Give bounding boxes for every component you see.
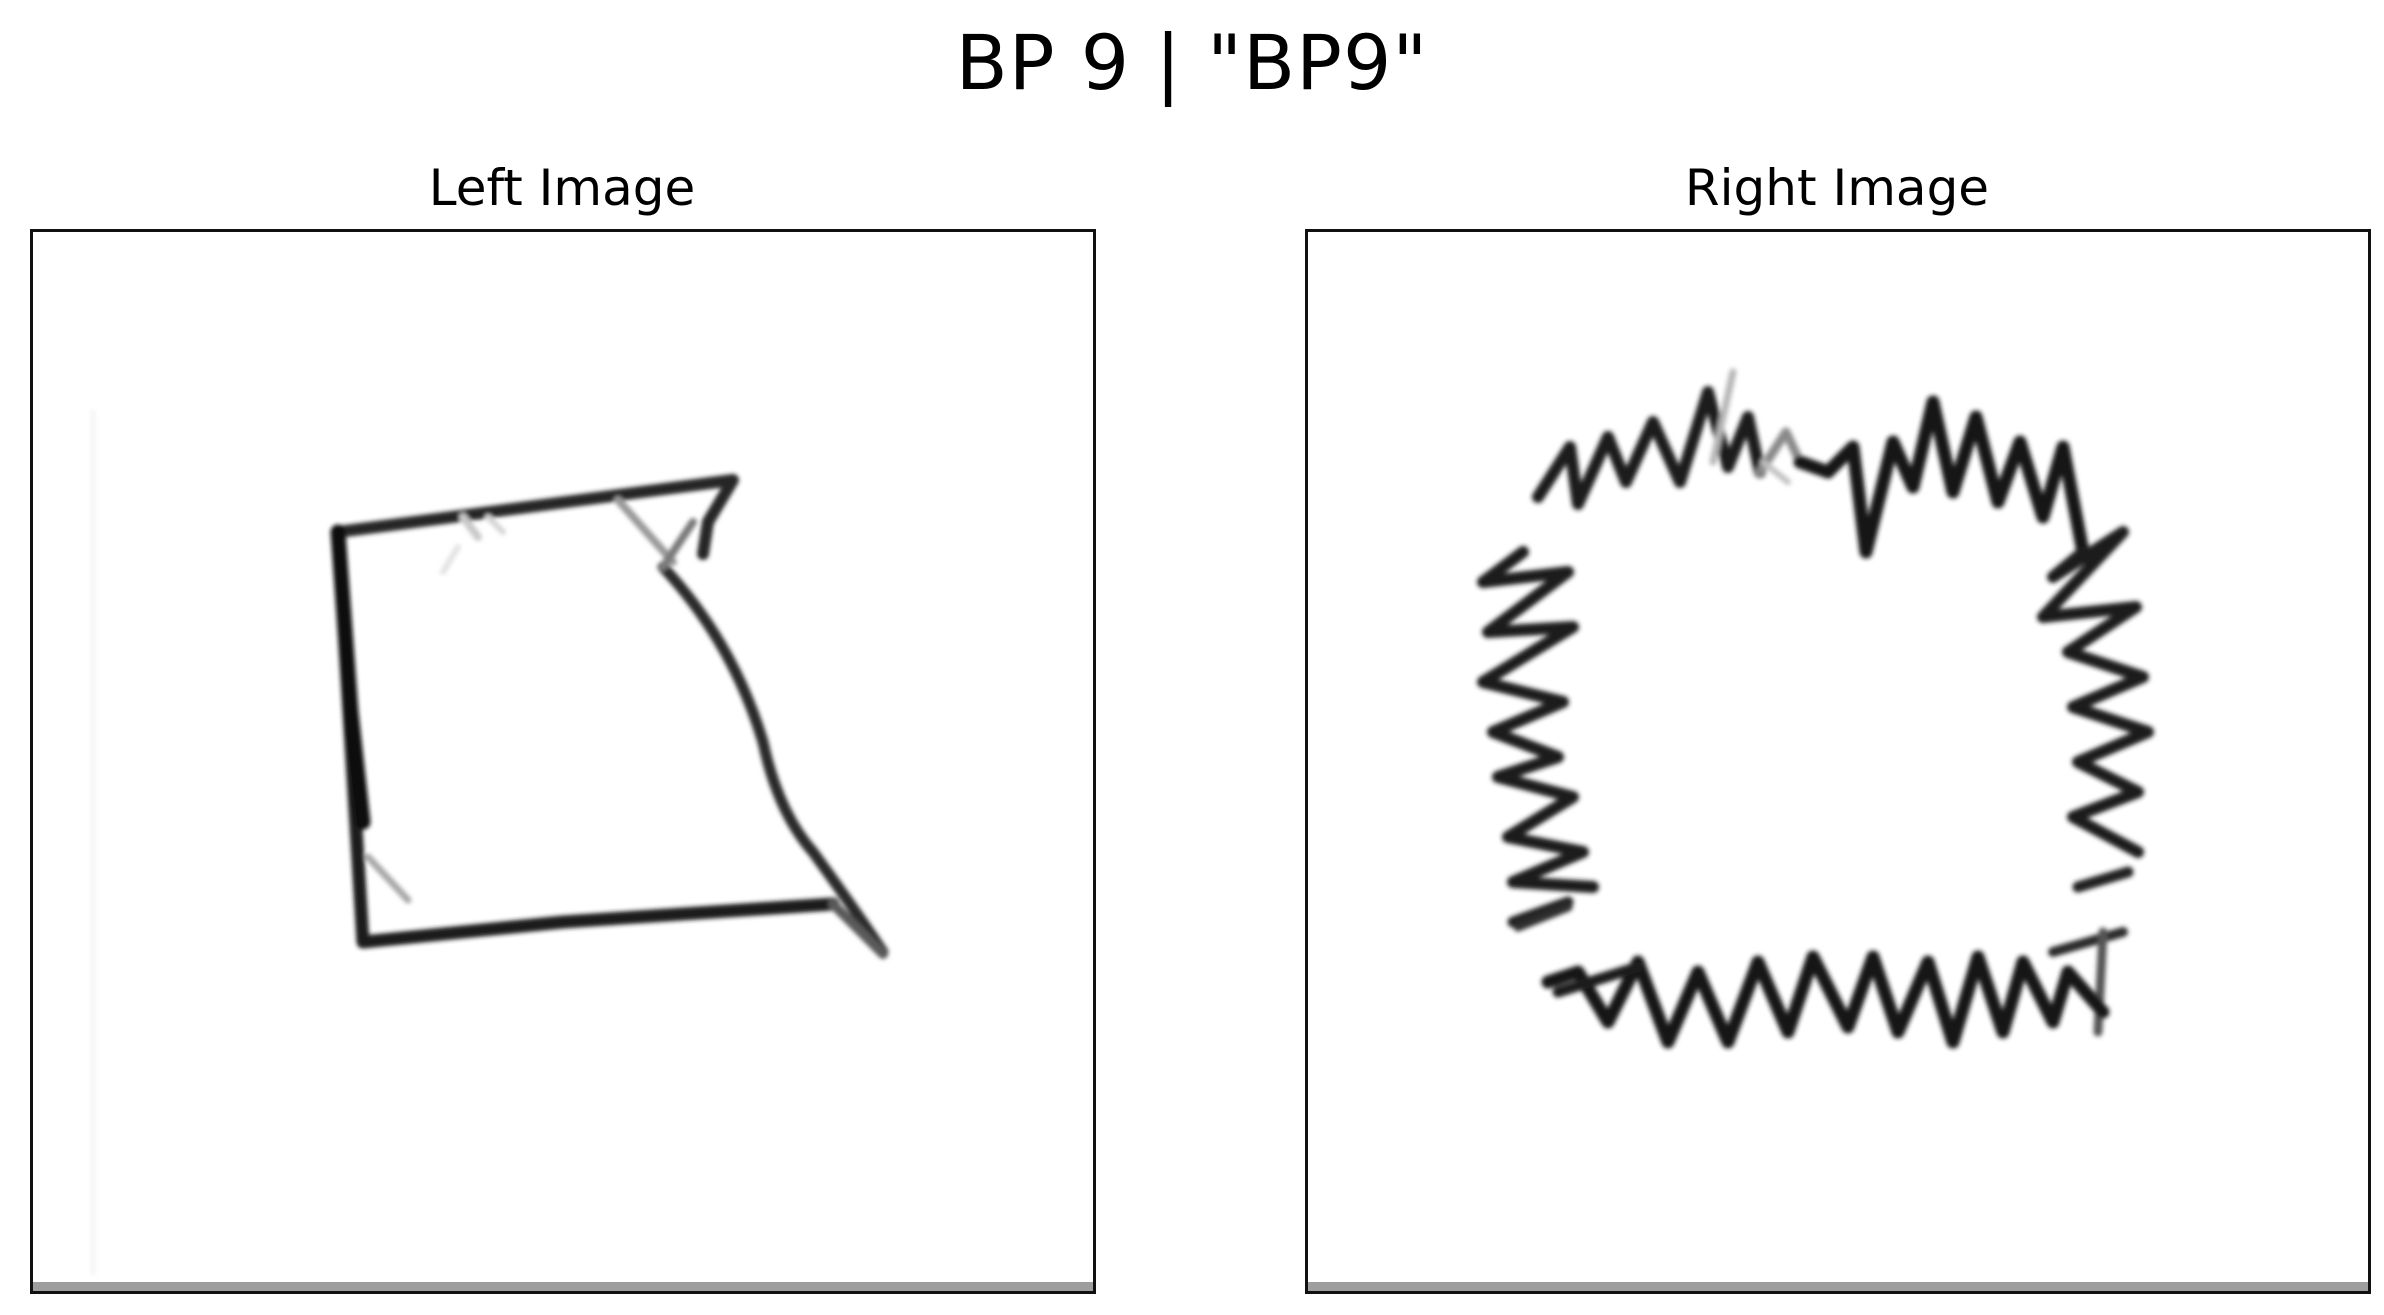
right-image-panel [1305, 229, 2371, 1294]
left-panel-title: Left Image [428, 159, 696, 217]
figure-title: BP 9 | "BP9" [955, 18, 1429, 107]
left-image-drawing [90, 409, 889, 1275]
right-panel-title: Right Image [1684, 159, 1990, 217]
zigzag-ring-stroke [1532, 386, 1766, 510]
left-panel-bottom-shade [33, 1282, 1093, 1291]
right-image-drawing [1477, 368, 2154, 1049]
quadrilateral-stroke [332, 474, 739, 560]
right-panel-bottom-shade [1308, 1282, 2368, 1291]
left-image-panel [30, 229, 1096, 1294]
